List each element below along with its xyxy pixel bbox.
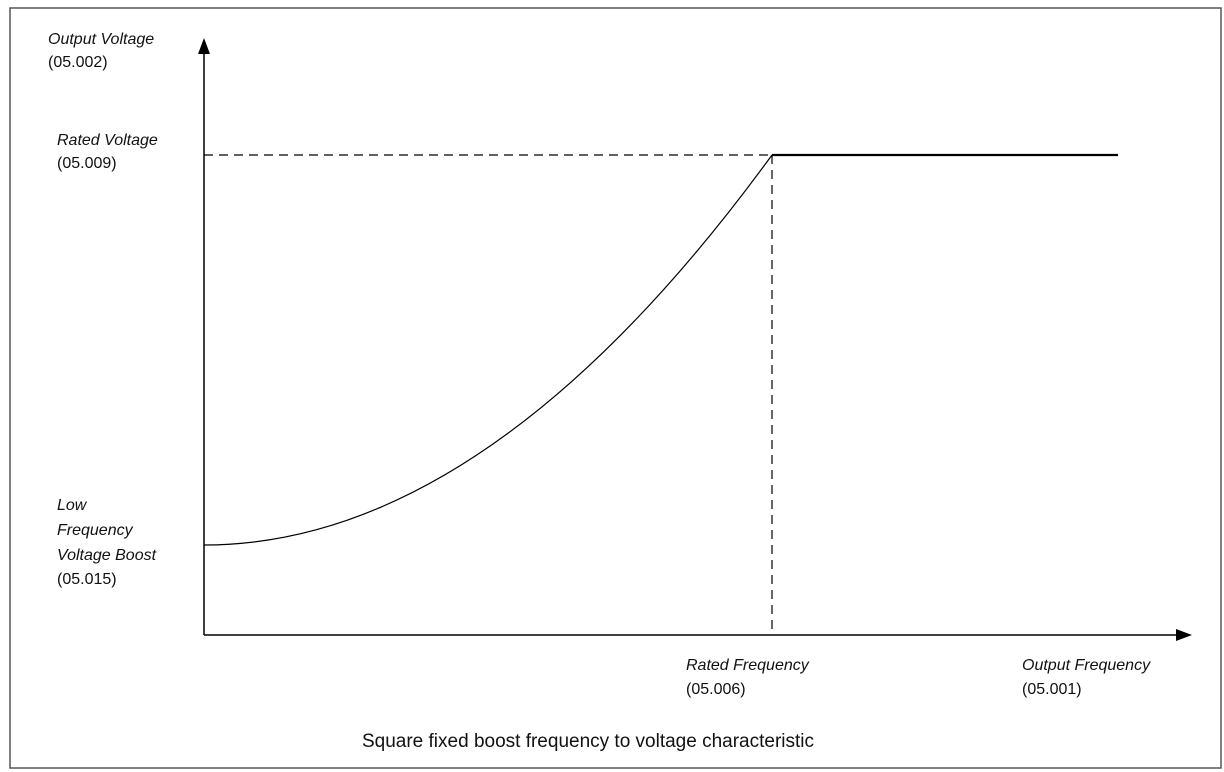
y-axis-arrow: [198, 38, 210, 54]
rated-frequency-parameter: (05.006): [686, 681, 746, 698]
rated-voltage-label: Rated Voltage: [57, 132, 158, 149]
boost-label: Low: [57, 497, 88, 514]
boost-parameter: (05.015): [57, 571, 117, 588]
frame: [9, 7, 1222, 769]
y-axis-parameter: (05.002): [48, 54, 108, 71]
boost-label: Voltage Boost: [57, 547, 157, 564]
x-axis-parameter: (05.001): [1022, 681, 1082, 698]
boost-label: Frequency: [57, 522, 134, 539]
x-axis-label: Output Frequency: [1022, 657, 1151, 674]
x-axis-arrow: [1176, 629, 1192, 641]
square-curve: [203, 154, 773, 546]
caption: Square fixed boost frequency to voltage …: [362, 731, 814, 752]
rated-frequency-label: Rated Frequency: [686, 657, 810, 674]
y-axis-label: Output Voltage: [48, 31, 154, 48]
rated-voltage-parameter: (05.009): [57, 155, 117, 172]
